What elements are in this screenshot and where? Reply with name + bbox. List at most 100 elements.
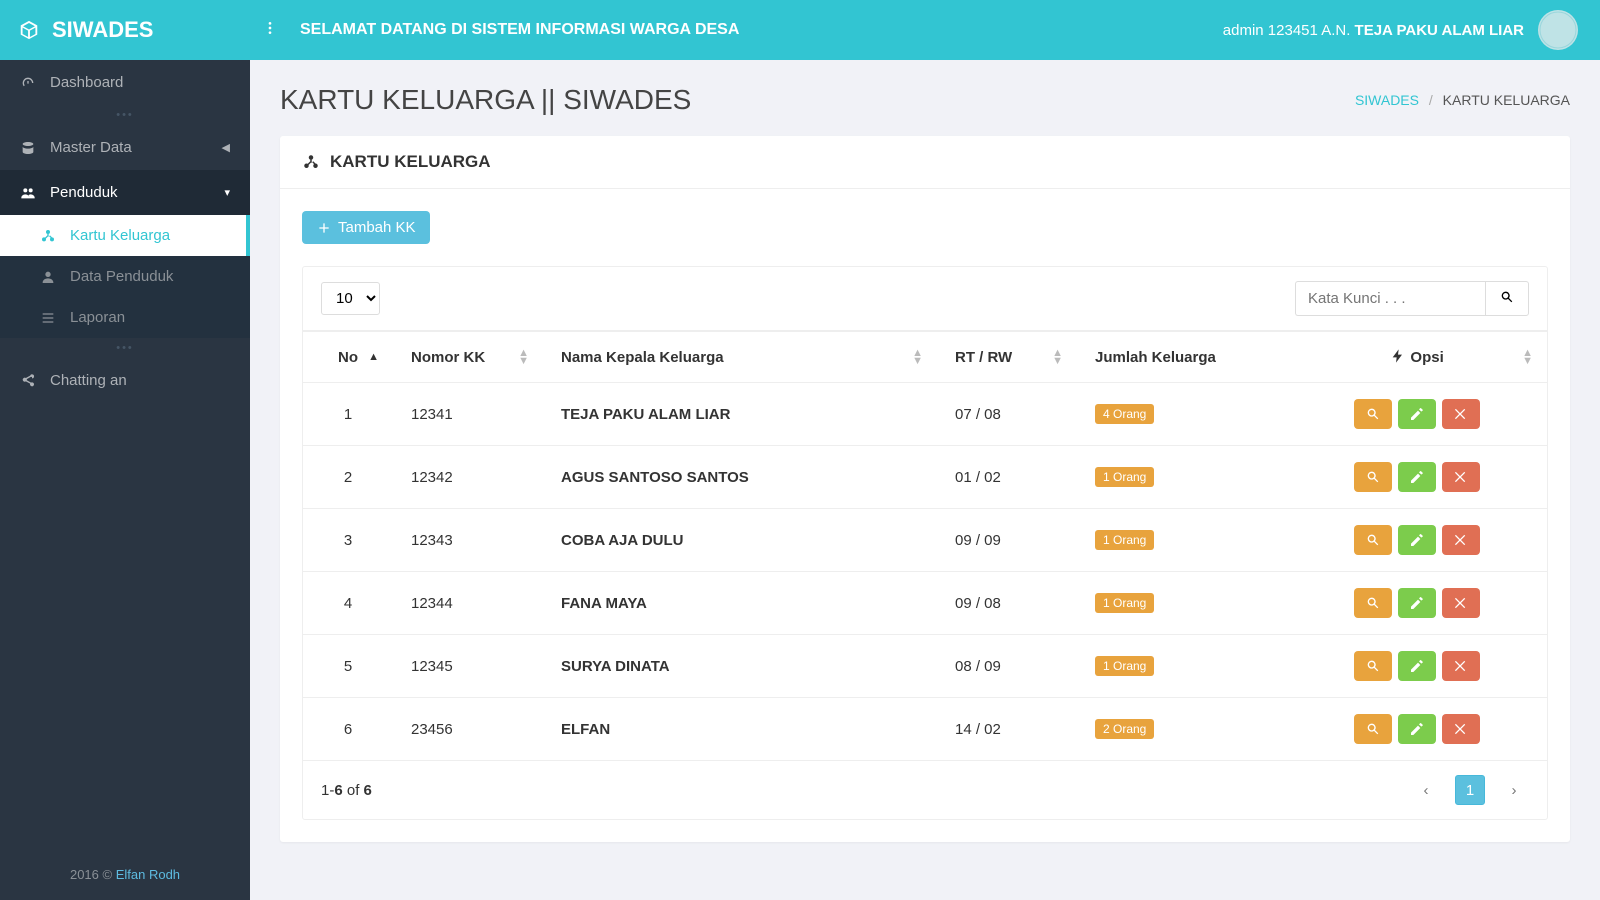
breadcrumb-root[interactable]: SIWADES	[1355, 92, 1419, 108]
sidebar-item-penduduk[interactable]: Penduduk ▾	[0, 170, 250, 215]
avatar[interactable]	[1538, 10, 1578, 50]
cell-opsi	[1287, 446, 1547, 509]
times-icon	[1453, 658, 1469, 674]
add-kk-label: Tambah KK	[338, 219, 416, 236]
table-row: 512345SURYA DINATA08 / 091 Orang	[303, 635, 1547, 698]
sidebar-item-data-penduduk[interactable]: Data Penduduk	[0, 256, 250, 297]
search-button[interactable]	[1485, 281, 1529, 316]
cell-jumlah: 2 Orang	[1077, 698, 1287, 761]
cell-opsi	[1287, 509, 1547, 572]
delete-button[interactable]	[1442, 462, 1480, 492]
sidebar-item-dashboard[interactable]: Dashboard	[0, 60, 250, 105]
sidebar-item-master-data[interactable]: Master Data ◀	[0, 125, 250, 170]
delete-button[interactable]	[1442, 399, 1480, 429]
cell-no: 1	[303, 383, 393, 446]
cell-rtrw: 14 / 02	[937, 698, 1077, 761]
edit-button[interactable]	[1398, 651, 1436, 681]
delete-button[interactable]	[1442, 525, 1480, 555]
cell-nama: ELFAN	[543, 698, 937, 761]
delete-button[interactable]	[1442, 714, 1480, 744]
sidebar-item-label: Chatting an	[50, 372, 127, 389]
sidebar-item-chatting[interactable]: Chatting an	[0, 358, 250, 403]
page-next[interactable]: ›	[1499, 775, 1529, 805]
view-button[interactable]	[1354, 651, 1392, 681]
view-button[interactable]	[1354, 462, 1392, 492]
cell-jumlah: 1 Orang	[1077, 635, 1287, 698]
logo[interactable]: SIWADES	[0, 17, 250, 43]
cell-no: 5	[303, 635, 393, 698]
cube-icon	[18, 19, 40, 41]
cell-no: 3	[303, 509, 393, 572]
col-opsi[interactable]: Opsi ▲▼	[1287, 332, 1547, 383]
page-number[interactable]: 1	[1455, 775, 1485, 805]
table-toolbar: 10	[303, 267, 1547, 331]
page-header: KARTU KELUARGA || SIWADES SIWADES / KART…	[250, 60, 1600, 136]
cell-nomor: 12343	[393, 509, 543, 572]
sidebar-item-kartu-keluarga[interactable]: Kartu Keluarga	[0, 215, 250, 256]
page-title: KARTU KELUARGA || SIWADES	[280, 84, 691, 116]
kk-table: No ▲ Nomor KK ▲▼ Nama Kepala Keluarga ▲▼	[303, 331, 1547, 760]
search-icon	[1499, 289, 1515, 305]
table-row: 212342AGUS SANTOSO SANTOS01 / 021 Orang	[303, 446, 1547, 509]
cell-nama: AGUS SANTOSO SANTOS	[543, 446, 937, 509]
chevron-left-icon: ◀	[222, 141, 230, 154]
view-button[interactable]	[1354, 525, 1392, 555]
page-length-select[interactable]: 10	[321, 282, 380, 315]
cell-no: 6	[303, 698, 393, 761]
dashboard-icon	[20, 75, 36, 91]
edit-button[interactable]	[1398, 399, 1436, 429]
panel-kartu-keluarga: KARTU KELUARGA Tambah KK 10	[280, 136, 1570, 842]
edit-button[interactable]	[1398, 714, 1436, 744]
col-nomor[interactable]: Nomor KK ▲▼	[393, 332, 543, 383]
view-button[interactable]	[1354, 588, 1392, 618]
pencil-icon	[1409, 658, 1425, 674]
page-prev[interactable]: ‹	[1411, 775, 1441, 805]
pencil-icon	[1409, 532, 1425, 548]
cell-nomor: 12342	[393, 446, 543, 509]
sidebar-separator: •••	[0, 105, 250, 125]
cell-jumlah: 4 Orang	[1077, 383, 1287, 446]
search-input[interactable]	[1295, 281, 1485, 316]
cell-nomor: 12345	[393, 635, 543, 698]
table-info: 1-6 of 6	[321, 782, 372, 799]
cell-no: 4	[303, 572, 393, 635]
family-icon	[302, 153, 320, 171]
edit-button[interactable]	[1398, 525, 1436, 555]
pencil-icon	[1409, 721, 1425, 737]
user-menu[interactable]: admin 123451 A.N. TEJA PAKU ALAM LIAR	[1223, 10, 1600, 50]
breadcrumb-sep: /	[1429, 92, 1433, 108]
sidebar-submenu-penduduk: Kartu Keluarga Data Penduduk Laporan	[0, 215, 250, 338]
col-jumlah[interactable]: Jumlah Keluarga	[1077, 332, 1287, 383]
sidebar-toggle[interactable]	[250, 20, 290, 41]
logo-text: SIWADES	[52, 17, 153, 43]
col-no[interactable]: No ▲	[303, 332, 393, 383]
cell-opsi	[1287, 383, 1547, 446]
cell-rtrw: 09 / 08	[937, 572, 1077, 635]
sidebar: Dashboard ••• Master Data ◀ Penduduk ▾ K…	[0, 60, 250, 900]
edit-button[interactable]	[1398, 462, 1436, 492]
sidebar-item-label: Master Data	[50, 139, 132, 156]
view-button[interactable]	[1354, 399, 1392, 429]
chevron-down-icon: ▾	[224, 186, 230, 199]
pencil-icon	[1409, 469, 1425, 485]
view-button[interactable]	[1354, 714, 1392, 744]
sidebar-item-label: Penduduk	[50, 184, 118, 201]
user-icon	[40, 269, 56, 285]
table-row: 312343COBA AJA DULU09 / 091 Orang	[303, 509, 1547, 572]
col-nama[interactable]: Nama Kepala Keluarga ▲▼	[543, 332, 937, 383]
delete-button[interactable]	[1442, 588, 1480, 618]
pencil-icon	[1409, 406, 1425, 422]
add-kk-button[interactable]: Tambah KK	[302, 211, 430, 244]
edit-button[interactable]	[1398, 588, 1436, 618]
sidebar-item-label: Kartu Keluarga	[70, 227, 170, 244]
footer-author-link[interactable]: Elfan Rodh	[116, 867, 180, 882]
col-rtrw[interactable]: RT / RW ▲▼	[937, 332, 1077, 383]
table-row: 112341TEJA PAKU ALAM LIAR07 / 084 Orang	[303, 383, 1547, 446]
pagination: ‹ 1 ›	[1411, 775, 1529, 805]
panel-header: KARTU KELUARGA	[280, 136, 1570, 189]
delete-button[interactable]	[1442, 651, 1480, 681]
sidebar-item-laporan[interactable]: Laporan	[0, 297, 250, 338]
cell-nama: FANA MAYA	[543, 572, 937, 635]
breadcrumb: SIWADES / KARTU KELUARGA	[1355, 92, 1570, 108]
database-icon	[20, 140, 36, 156]
